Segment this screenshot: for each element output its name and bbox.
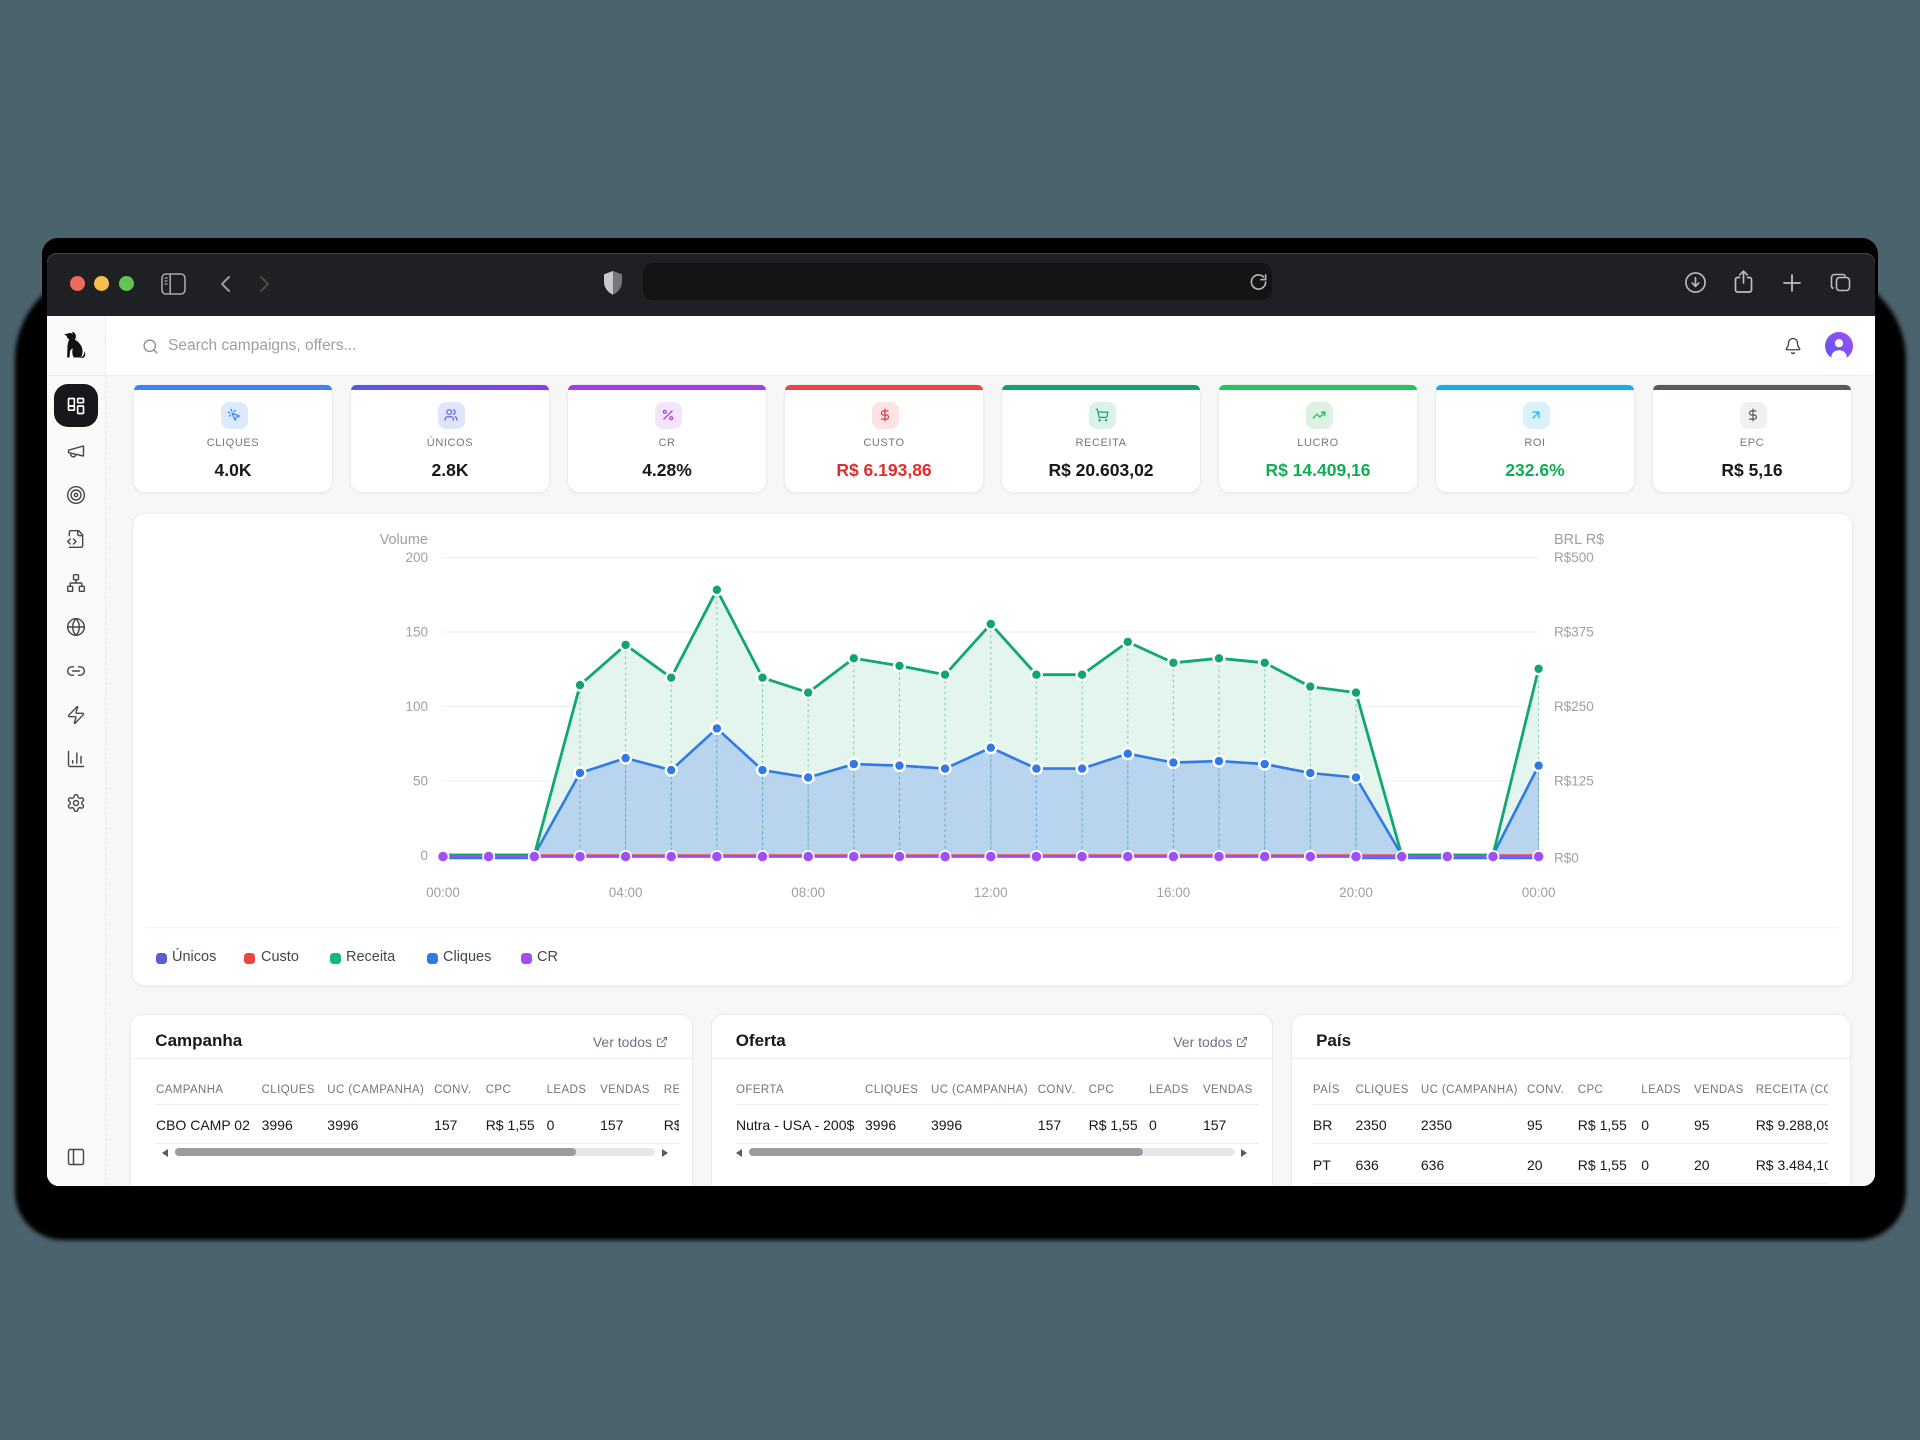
svg-text:R$0: R$0 [1554, 851, 1579, 866]
svg-text:12:00: 12:00 [974, 885, 1008, 900]
svg-text:00:00: 00:00 [426, 885, 460, 900]
svg-text:Volume: Volume [380, 532, 428, 548]
svg-text:16:00: 16:00 [1157, 885, 1191, 900]
svg-text:BRL R$: BRL R$ [1554, 532, 1604, 548]
svg-text:04:00: 04:00 [609, 885, 643, 900]
svg-text:0: 0 [420, 848, 428, 863]
svg-text:08:00: 08:00 [791, 885, 825, 900]
svg-text:R$500: R$500 [1554, 550, 1594, 565]
svg-text:R$125: R$125 [1554, 774, 1594, 789]
svg-text:100: 100 [405, 699, 428, 714]
svg-text:20:00: 20:00 [1339, 885, 1373, 900]
svg-text:R$375: R$375 [1554, 625, 1594, 640]
svg-text:00:00: 00:00 [1522, 885, 1556, 900]
svg-text:R$250: R$250 [1554, 699, 1594, 714]
svg-text:150: 150 [405, 625, 428, 640]
svg-text:200: 200 [405, 550, 428, 565]
svg-text:50: 50 [413, 774, 428, 789]
